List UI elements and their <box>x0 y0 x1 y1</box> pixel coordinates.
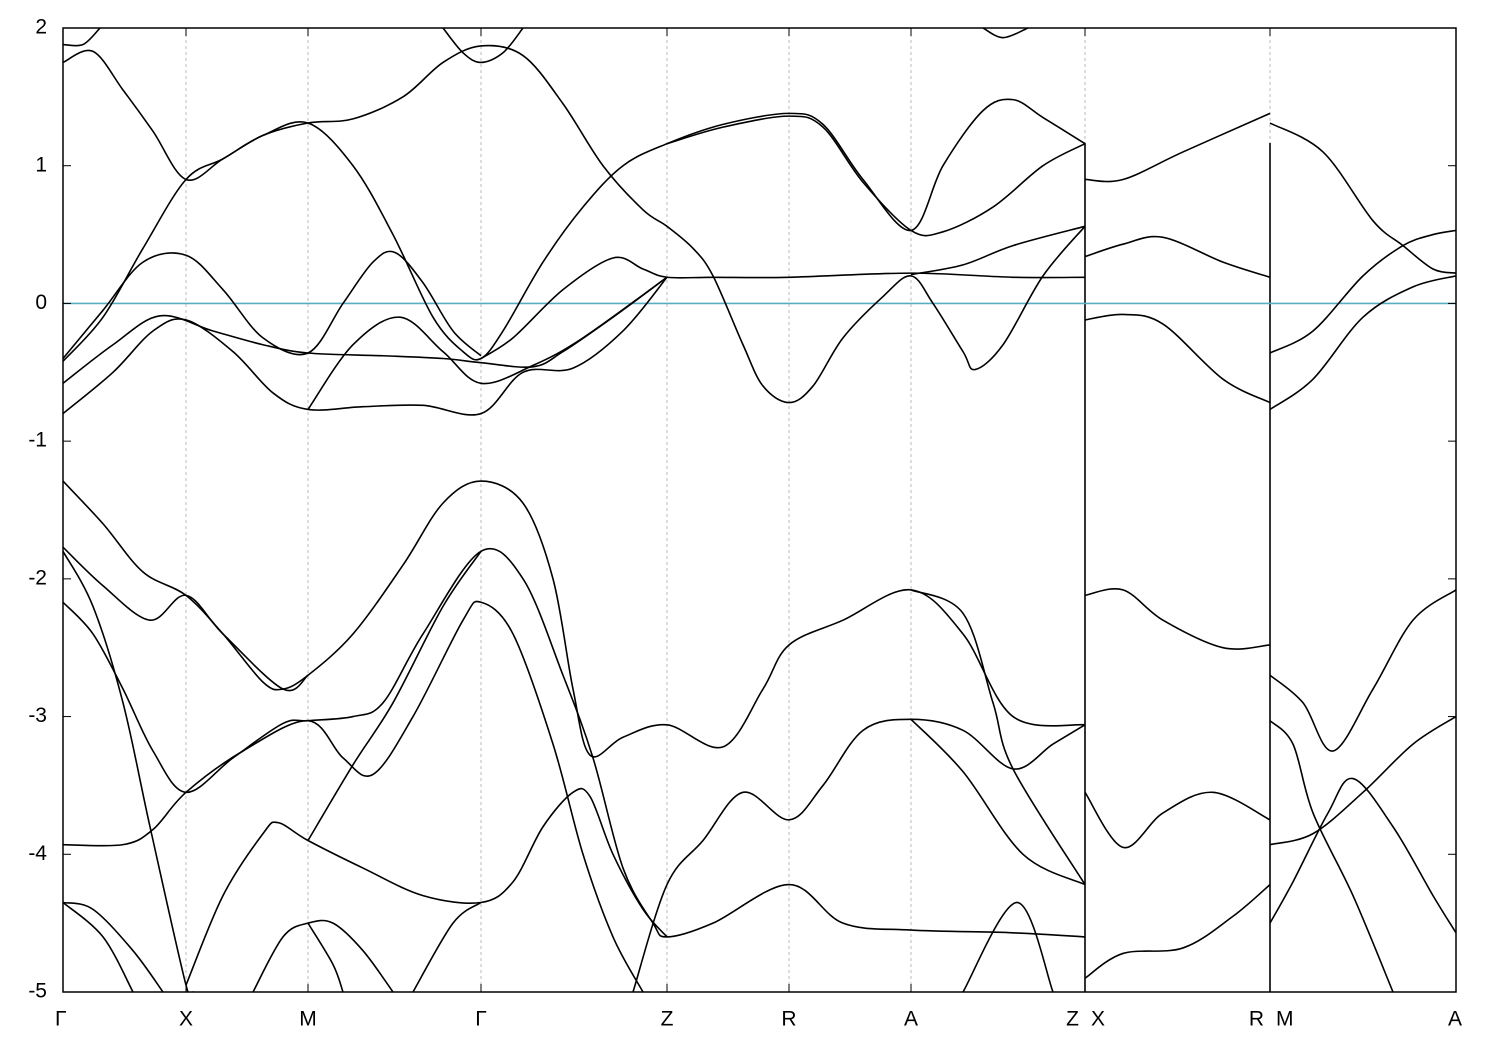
band-line <box>442 28 524 64</box>
band-line <box>1269 275 1456 411</box>
x-tick-label: A <box>1448 1008 1462 1031</box>
x-tick-label: Γ <box>55 1008 67 1031</box>
x-tick-label: X <box>179 1008 193 1031</box>
band-line <box>666 115 1086 237</box>
x-tick-label: M <box>299 1008 317 1031</box>
band-line <box>63 98 1086 362</box>
x-tick-label: X <box>1091 1008 1105 1031</box>
band-line <box>1269 229 1456 354</box>
x-tick-label: R <box>1249 1008 1264 1031</box>
band-line <box>480 256 1086 360</box>
x-tick-label: Z <box>1066 1008 1079 1031</box>
band-line <box>412 901 482 992</box>
band-line <box>63 480 1086 758</box>
band-line <box>307 922 344 992</box>
band-line <box>1269 777 1456 934</box>
band-line <box>63 28 101 47</box>
y-tick-label: 1 <box>35 153 47 176</box>
y-tick-label: -2 <box>28 566 47 589</box>
band-line <box>63 276 668 384</box>
band-line <box>63 600 644 992</box>
band-line <box>962 901 1054 992</box>
band-line <box>307 550 482 841</box>
band-line <box>1269 589 1456 752</box>
x-tick-label: Γ <box>475 1008 487 1031</box>
x-tick-label: M <box>1276 1008 1294 1031</box>
x-tick-label: Z <box>661 1008 674 1031</box>
band-line <box>982 28 1029 39</box>
band-line <box>63 276 668 416</box>
x-tick-label: A <box>904 1008 918 1031</box>
band-line <box>1269 715 1456 846</box>
y-tick-label: -3 <box>28 704 47 727</box>
band-line <box>63 901 164 992</box>
plot-frame <box>62 27 1457 993</box>
band-line <box>1084 112 1271 183</box>
band-line <box>63 901 134 992</box>
grid <box>63 28 1456 992</box>
band-line <box>1084 588 1271 650</box>
band-line <box>1084 235 1271 279</box>
band-line <box>185 787 668 986</box>
y-tick-label: -1 <box>28 429 47 452</box>
band-line <box>307 276 668 410</box>
band-line <box>1084 883 1271 979</box>
y-tick-label: 0 <box>35 291 47 314</box>
band-line <box>910 589 1086 886</box>
band-line <box>1084 313 1271 404</box>
y-tick-label: -5 <box>28 980 47 1003</box>
band-line <box>1269 720 1394 992</box>
bands <box>63 28 1456 992</box>
x-tick-label: R <box>781 1008 796 1031</box>
band-line <box>63 546 309 692</box>
band-line <box>910 225 1086 276</box>
band-line <box>910 718 1086 886</box>
band-line <box>1269 122 1456 274</box>
band-line <box>252 919 394 992</box>
y-tick-label: 2 <box>35 16 47 39</box>
band-line <box>1084 791 1271 849</box>
y-tick-label: -4 <box>28 842 47 865</box>
